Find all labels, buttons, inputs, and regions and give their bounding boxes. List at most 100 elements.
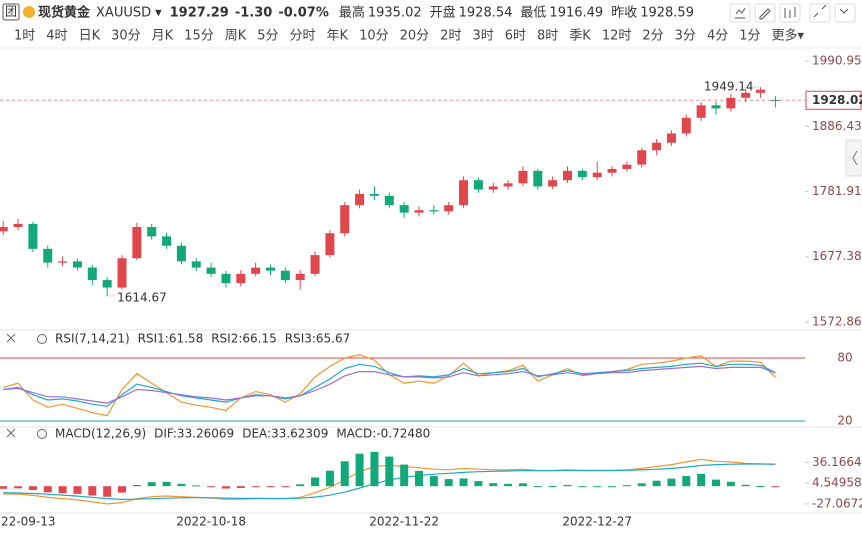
period-tab[interactable]: 日K [79, 29, 101, 44]
period-tab[interactable]: 5分 [257, 29, 278, 44]
period-tab[interactable]: 2时 [440, 29, 461, 44]
y-tick-label: 1886.43 [812, 119, 862, 133]
stat-value: 1928.54 [459, 6, 513, 21]
period-tab[interactable]: 4时 [46, 29, 67, 44]
period-tab[interactable]: 3分 [675, 29, 696, 44]
macd-bar [43, 486, 52, 493]
candle-body [666, 133, 676, 143]
indicator-title: RSI(7,14,21) [55, 332, 130, 346]
period-tab[interactable]: 2分 [642, 29, 663, 44]
candle-body [28, 223, 38, 249]
candle-body [681, 117, 691, 134]
period-tab[interactable]: 年K [327, 29, 349, 44]
macd-bar [162, 481, 171, 487]
candle-body [295, 273, 305, 281]
tool-button[interactable] [754, 3, 776, 23]
candle-body [459, 180, 469, 206]
candle-body [221, 273, 231, 284]
tool-icon [735, 7, 746, 19]
candle-body [162, 236, 172, 246]
stat-value: 1928.59 [640, 6, 694, 21]
candle-body [340, 205, 350, 234]
macd-bar [251, 486, 260, 488]
legend-label: RSI3:65.67 [285, 332, 351, 346]
candle-body [43, 248, 53, 263]
macd-bar [667, 478, 676, 487]
y-tick-label: 1677.38 [812, 249, 862, 263]
macd-bar [147, 482, 156, 487]
period-tab[interactable]: 月K [152, 29, 174, 44]
tool-icon [759, 8, 771, 20]
candle-body [577, 170, 587, 178]
y-tick-label: 4.54958 [812, 476, 862, 490]
tool-button[interactable] [779, 3, 801, 23]
period-tab[interactable]: 3时 [472, 29, 493, 44]
macd-bar [385, 456, 394, 487]
side-toggle[interactable] [845, 139, 862, 177]
instrument-name: 现货黄金 [38, 5, 91, 21]
candle-body [429, 210, 439, 212]
legend-label: RSI2:66.15 [211, 332, 277, 346]
y-tick-label: 1572.86 [812, 314, 862, 328]
period-tab[interactable]: 12时 [602, 29, 632, 44]
y-tick-label: 36.16643 [812, 455, 862, 469]
last-price-box [805, 90, 862, 110]
candle-body [741, 92, 751, 98]
candle-body [696, 105, 706, 118]
macd-bar [726, 481, 735, 487]
macd-bar [370, 451, 379, 487]
legend-label: MACD:-0.72480 [336, 427, 430, 441]
macd-icons [6, 428, 47, 439]
tool-button[interactable] [834, 3, 856, 23]
macd-bar [415, 470, 423, 487]
tool-button[interactable] [729, 3, 751, 23]
period-tab[interactable]: 季K [569, 29, 591, 44]
macd-bar [400, 464, 409, 487]
period-tab[interactable]: 更多▾ [772, 28, 805, 44]
macd-bar [771, 486, 780, 488]
candle-body [756, 89, 766, 93]
period-tab[interactable]: 4分 [707, 29, 728, 44]
legend-label: DIF:33.26069 [154, 427, 234, 441]
tool-button[interactable] [809, 3, 831, 23]
macd-bar [221, 486, 230, 489]
symbol: XAUUSD [96, 6, 151, 21]
period-tab[interactable]: 8时 [537, 29, 558, 44]
candle-body [563, 170, 572, 181]
period-tab[interactable]: 1时 [14, 29, 35, 44]
change: -1.30 [235, 6, 272, 21]
macd-bar [266, 486, 275, 488]
macd-bar [697, 473, 706, 487]
candle-body [369, 193, 379, 196]
macd-bar [103, 486, 112, 497]
macd-bar [444, 479, 453, 487]
macd-bar [311, 477, 320, 487]
candle-body [414, 210, 424, 213]
period-tab[interactable]: 分时 [290, 29, 316, 44]
period-tab[interactable]: 10分 [359, 29, 389, 44]
macd-bar [533, 485, 542, 487]
x-tick-label: 2022-12-27 [562, 515, 632, 529]
price: 1927.29 [170, 6, 229, 21]
x-tick-label: 2022-10-18 [176, 515, 246, 529]
macd-bar [459, 478, 468, 487]
candle-body [607, 168, 617, 173]
period-tab[interactable]: 20分 [400, 29, 430, 44]
period-tab[interactable]: 1分 [739, 29, 760, 44]
period-tab[interactable]: 周K [225, 29, 247, 44]
candle-body [711, 105, 721, 109]
period-tab[interactable]: 30分 [111, 29, 141, 44]
tool-icons[interactable] [729, 3, 856, 23]
macd-bar [236, 486, 245, 489]
y-tick-label: -27.06726 [812, 496, 862, 510]
period-tab[interactable]: 6时 [505, 29, 526, 44]
indicator-line [3, 365, 776, 404]
candle-body [102, 280, 112, 288]
candle-body [117, 258, 127, 288]
period-tab[interactable]: 15分 [184, 29, 214, 44]
candle-body [652, 142, 662, 151]
side-toggle-icon [852, 150, 858, 166]
candle-body [637, 150, 647, 165]
